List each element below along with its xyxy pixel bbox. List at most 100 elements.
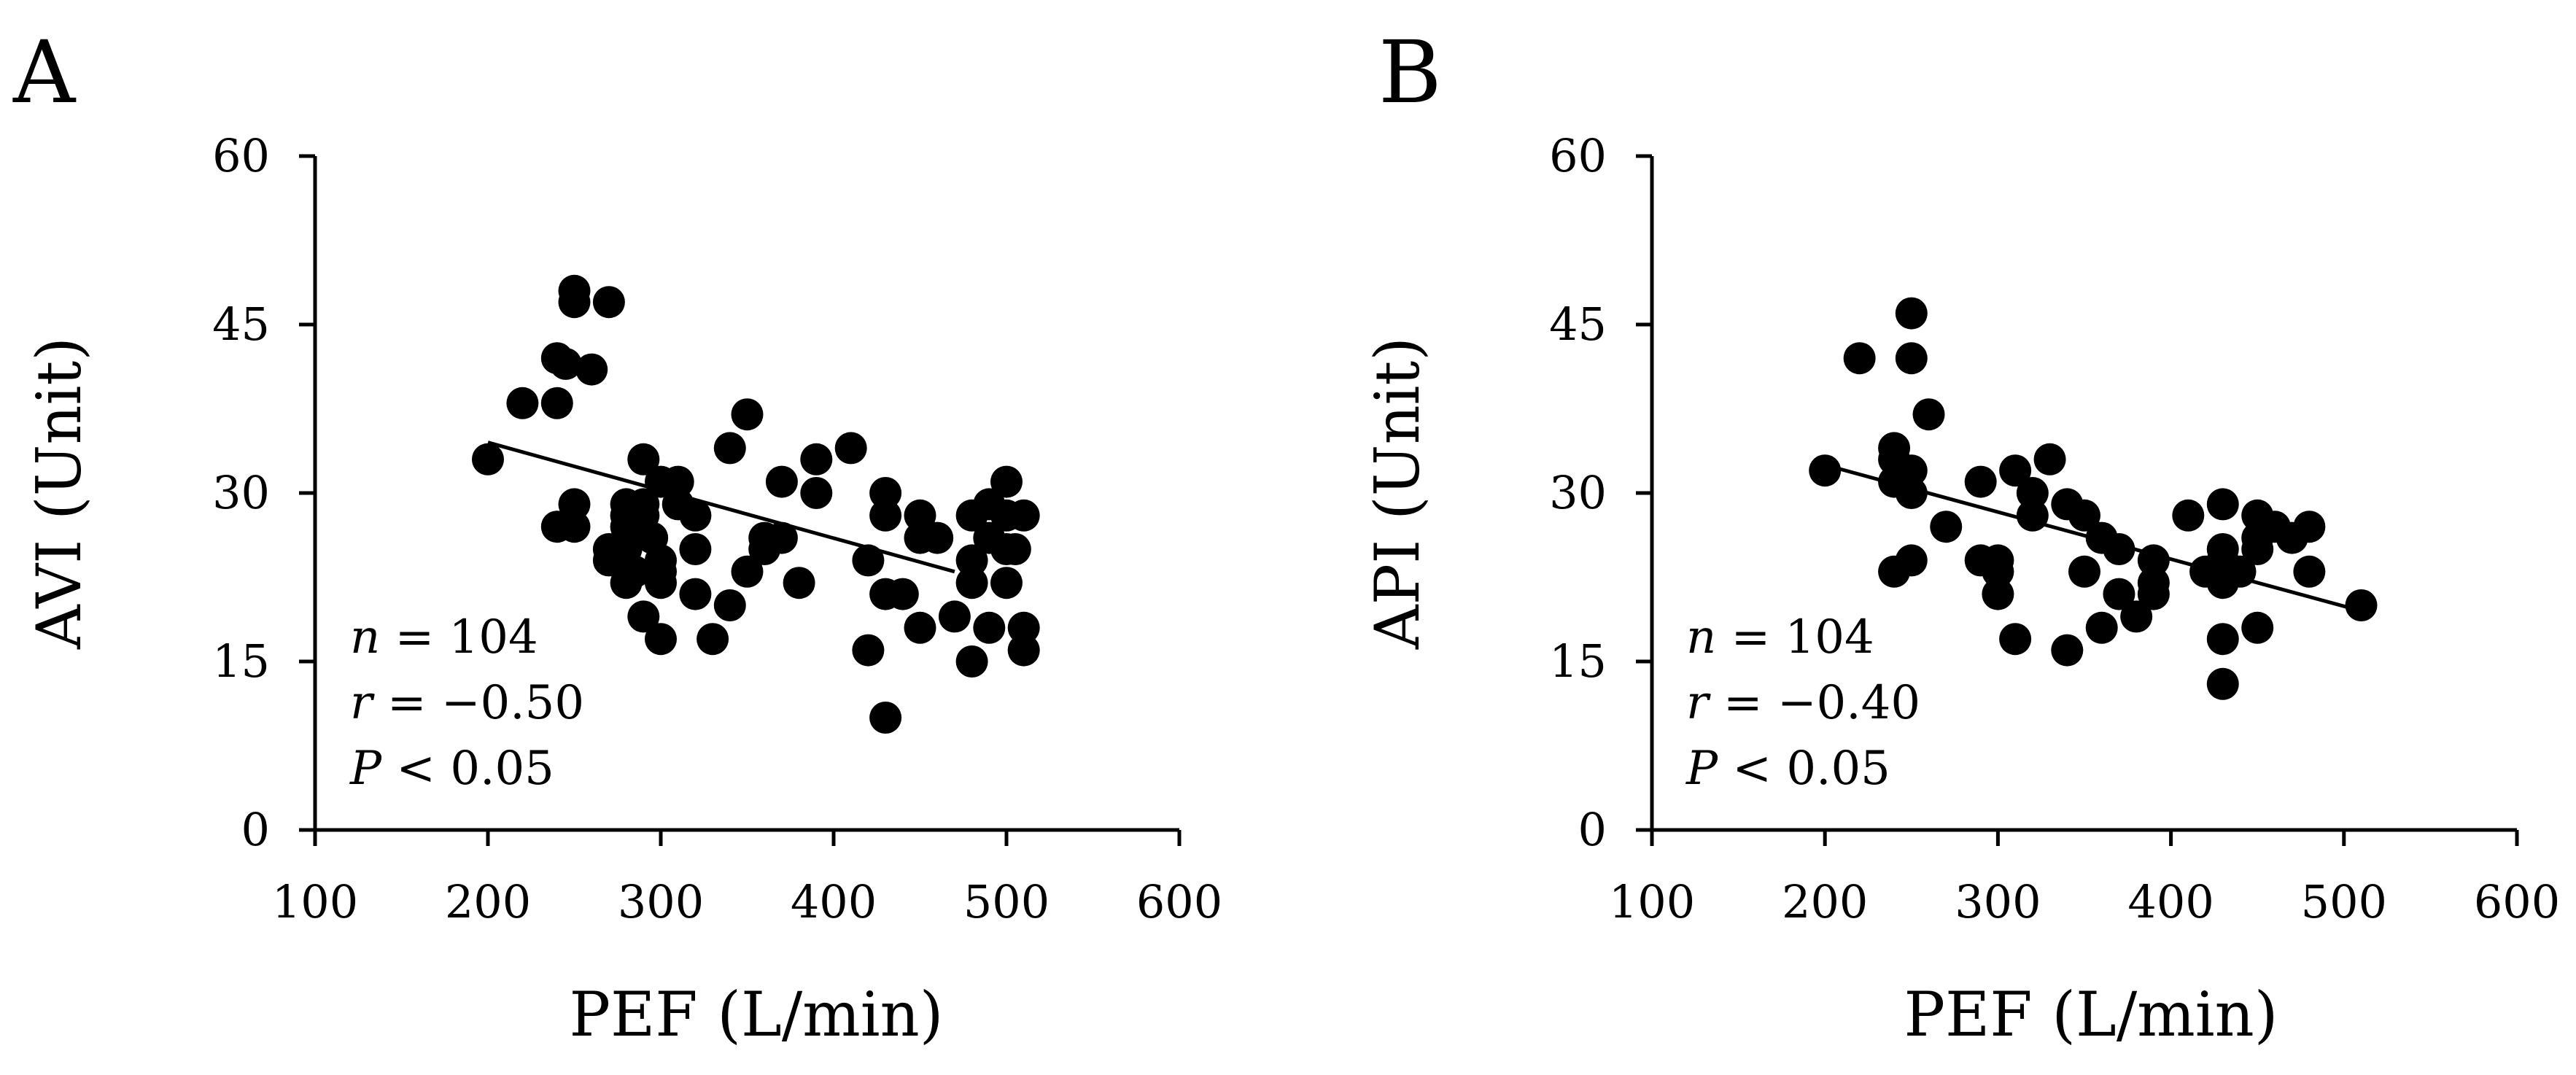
data-point-b — [1809, 454, 1842, 487]
data-point-a — [904, 499, 936, 532]
y-tick-label: 60 — [1549, 129, 1607, 182]
data-point-a — [679, 533, 712, 565]
data-point-b — [1895, 544, 1928, 577]
data-point-a — [697, 623, 729, 656]
data-point-a — [1007, 611, 1040, 644]
data-point-b — [1982, 555, 2014, 588]
data-point-b — [2051, 634, 2084, 667]
x-tick-label: 200 — [1782, 875, 1868, 928]
y-axis-title-a: AVI (Unit) — [23, 337, 95, 650]
data-point-b — [1895, 342, 1928, 375]
data-point-b — [2068, 499, 2100, 532]
data-point-a — [904, 611, 936, 644]
scatter-points-a — [472, 274, 1040, 734]
data-point-a — [558, 488, 591, 521]
stat-r-a: r = −0.50 — [350, 676, 584, 730]
data-point-b — [2206, 667, 2239, 700]
data-point-b — [2085, 611, 2118, 644]
y-tick-label: 15 — [212, 634, 270, 688]
y-tick-label: 15 — [1549, 634, 1607, 688]
data-point-b — [2068, 555, 2100, 588]
data-point-b — [1895, 477, 1928, 509]
y-tick-label: 0 — [1578, 803, 1607, 856]
stat-p-a: P < 0.05 — [349, 742, 554, 796]
data-point-a — [800, 477, 833, 509]
data-point-a — [549, 347, 582, 380]
data-point-a — [921, 521, 954, 554]
data-point-a — [731, 555, 764, 588]
x-tick-label: 100 — [1609, 875, 1695, 928]
stat-n-a: n = 104 — [350, 610, 538, 664]
data-point-a — [765, 521, 798, 554]
data-point-b — [2033, 443, 2066, 476]
x-tick-label: 500 — [963, 875, 1050, 928]
data-point-b — [2241, 611, 2274, 644]
data-point-a — [618, 555, 651, 588]
data-point-a — [679, 499, 712, 532]
data-point-b — [1999, 454, 2032, 487]
x-tick-label: 600 — [2474, 875, 2560, 928]
data-point-a — [886, 578, 919, 610]
data-point-a — [990, 465, 1023, 498]
data-point-a — [955, 544, 988, 577]
panel-a: A 0 15 30 45 60 100 200 300 400 500 600 AVI (Unit… — [12, 22, 1222, 1050]
y-axis-title-b: API (Unit) — [1362, 337, 1433, 650]
x-axis-title-a: PEF (L/min) — [569, 979, 943, 1050]
data-point-a — [869, 499, 902, 532]
data-point-a — [955, 645, 988, 678]
stat-r-b: r = −0.40 — [1686, 676, 1920, 730]
data-point-b — [1895, 454, 1928, 487]
panel-letter-a: A — [12, 22, 77, 123]
data-point-a — [938, 600, 971, 633]
data-point-a — [645, 623, 677, 656]
x-axis-title-b: PEF (L/min) — [1904, 979, 2278, 1050]
data-point-b — [1999, 623, 2032, 656]
data-point-b — [2137, 544, 2170, 577]
panel-letter-b: B — [1378, 22, 1442, 123]
data-point-b — [2206, 623, 2239, 656]
data-point-b — [2293, 511, 2326, 543]
data-point-a — [1007, 499, 1040, 532]
x-tick-label: 400 — [791, 875, 877, 928]
data-point-a — [575, 353, 608, 386]
data-point-b — [2016, 477, 2049, 509]
data-point-b — [2293, 555, 2326, 588]
data-point-b — [2137, 578, 2170, 610]
data-point-a — [955, 567, 988, 599]
data-point-b — [1912, 398, 1945, 431]
data-point-b — [1964, 465, 1997, 498]
data-point-b — [2345, 589, 2378, 621]
data-point-b — [2172, 499, 2205, 532]
data-point-a — [627, 443, 660, 476]
data-point-b — [1930, 511, 1963, 543]
stat-n-b: n = 104 — [1686, 610, 1874, 664]
data-point-a — [627, 600, 660, 633]
data-point-a — [645, 567, 677, 599]
data-point-a — [558, 511, 591, 543]
data-point-a — [472, 443, 504, 476]
data-point-a — [540, 387, 573, 419]
scatter-points-b — [1809, 297, 2378, 700]
data-point-b — [1895, 297, 1928, 330]
data-point-a — [765, 465, 798, 498]
x-tick-label: 600 — [1136, 875, 1222, 928]
x-tick-label: 100 — [272, 875, 358, 928]
x-tick-label: 300 — [1955, 875, 2041, 928]
y-tick-label: 30 — [1549, 466, 1607, 519]
data-point-a — [713, 589, 746, 621]
data-point-a — [869, 477, 902, 509]
data-point-b — [2103, 578, 2135, 610]
y-tick-label: 0 — [241, 803, 270, 856]
data-point-b — [2120, 600, 2153, 633]
data-point-a — [1007, 634, 1040, 667]
data-point-b — [2241, 533, 2274, 565]
x-axis-ticks-a: 100 200 300 400 500 600 — [272, 830, 1222, 928]
data-point-b — [2103, 533, 2135, 565]
x-tick-label: 400 — [2127, 875, 2214, 928]
x-tick-label: 500 — [2301, 875, 2387, 928]
data-point-a — [662, 465, 694, 498]
data-point-a — [990, 567, 1023, 599]
y-axis-ticks-b: 0 15 30 45 60 — [1549, 129, 1652, 856]
x-tick-label: 300 — [618, 875, 704, 928]
